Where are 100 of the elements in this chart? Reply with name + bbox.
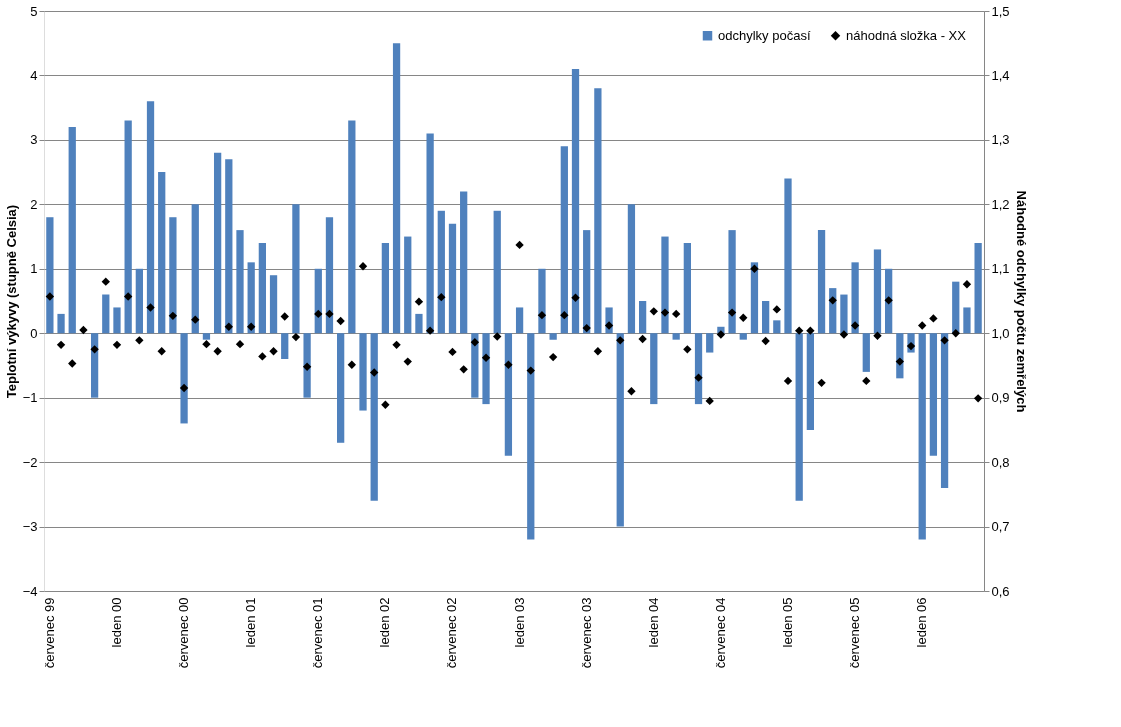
bar <box>269 275 278 334</box>
bar <box>102 294 110 334</box>
bar <box>963 307 971 334</box>
bar <box>303 333 311 398</box>
y-tick-label: −3 <box>22 519 38 535</box>
bar <box>57 313 65 334</box>
bar <box>124 120 132 334</box>
bar <box>862 333 870 372</box>
bar <box>437 210 445 334</box>
y-tick-label: 4 <box>30 67 38 83</box>
x-tick-label: leden 06 <box>914 597 930 648</box>
bar <box>348 120 356 334</box>
bar <box>415 313 423 334</box>
bar <box>180 333 188 424</box>
bar <box>672 333 680 340</box>
bar <box>661 236 669 334</box>
y-tick-label: 2 <box>30 196 38 212</box>
y2-tick-label: 1,4 <box>991 67 1010 83</box>
bar <box>560 146 568 334</box>
bar <box>650 333 658 405</box>
bar <box>359 333 367 411</box>
y2-tick-label: 1,1 <box>991 261 1010 277</box>
x-tick-label: červenec 02 <box>444 597 460 669</box>
bar <box>929 333 938 456</box>
bar <box>549 333 557 340</box>
x-tick-label: červenec 03 <box>578 597 594 669</box>
bar <box>471 333 479 398</box>
y2-tick-label: 0,7 <box>991 519 1010 535</box>
bar <box>817 230 826 334</box>
x-tick-label: červenec 00 <box>176 597 192 669</box>
bar <box>594 88 602 334</box>
bar <box>370 333 378 501</box>
bar <box>974 243 982 334</box>
bar <box>482 333 490 405</box>
bar <box>616 333 624 527</box>
bar <box>706 333 714 353</box>
bar <box>236 230 244 334</box>
x-tick-label: červenec 04 <box>712 597 728 669</box>
bar <box>381 243 390 334</box>
x-tick-label: leden 05 <box>780 597 795 648</box>
bar <box>113 307 121 334</box>
y2-tick-label: 1,5 <box>991 3 1010 19</box>
y2-tick-label: 0,9 <box>991 390 1010 406</box>
bar <box>146 101 155 334</box>
bar <box>460 191 468 334</box>
y2-tick-label: 1,3 <box>991 132 1010 148</box>
bar <box>448 223 457 334</box>
bar <box>504 333 513 456</box>
y2-tick-label: 1,0 <box>991 325 1010 341</box>
bar <box>225 159 233 334</box>
bar <box>538 268 546 334</box>
legend-label: odchylky počasí <box>718 27 811 43</box>
bar <box>515 307 524 334</box>
bar <box>392 43 401 334</box>
bar <box>46 217 54 334</box>
bar <box>773 320 781 334</box>
y2-tick-label: 0,8 <box>991 454 1010 470</box>
bar <box>527 333 535 540</box>
y-tick-label: 1 <box>30 261 38 277</box>
bar <box>571 69 580 334</box>
bar <box>918 333 926 540</box>
bar <box>247 262 255 334</box>
bar <box>728 230 736 334</box>
y-tick-label: −2 <box>22 454 38 470</box>
y-tick-label: 0 <box>30 325 38 341</box>
bar <box>325 217 334 334</box>
bar <box>694 333 703 405</box>
y2-tick-label: 0,6 <box>991 583 1010 599</box>
y-tick-label: −4 <box>22 583 38 599</box>
bar <box>750 262 759 334</box>
bar <box>784 178 792 334</box>
x-tick-label: leden 01 <box>243 597 259 648</box>
legend-label: náhodná složka - XX <box>846 27 967 43</box>
bar <box>158 172 166 334</box>
bar <box>90 333 99 398</box>
bar <box>739 333 747 340</box>
y-tick-label: −1 <box>22 390 38 406</box>
y2-axis-title: Náhodné odchylky počtu zemřelých <box>1013 190 1029 413</box>
bar <box>258 243 266 334</box>
bar <box>337 333 345 443</box>
bar <box>404 236 412 334</box>
y-axis-title: Teplotní výkyvy (stupně Celsia) <box>3 204 19 399</box>
bar <box>68 127 76 334</box>
x-tick-label: leden 03 <box>511 597 527 648</box>
y2-tick-label: 1,2 <box>991 196 1010 212</box>
bar <box>426 133 434 334</box>
x-tick-label: leden 00 <box>108 597 124 648</box>
bar <box>191 204 199 334</box>
bar <box>627 204 636 334</box>
bar <box>213 152 222 334</box>
bar <box>583 230 591 334</box>
bar <box>683 243 691 334</box>
y-tick-label: 5 <box>30 3 38 19</box>
x-tick-label: červenec 05 <box>847 597 863 669</box>
bar <box>169 217 177 334</box>
bar <box>851 262 859 334</box>
x-tick-label: leden 02 <box>377 597 393 648</box>
y-tick-label: 3 <box>30 132 38 148</box>
x-tick-label: leden 04 <box>645 597 661 648</box>
x-tick-label: červenec 99 <box>41 597 57 669</box>
